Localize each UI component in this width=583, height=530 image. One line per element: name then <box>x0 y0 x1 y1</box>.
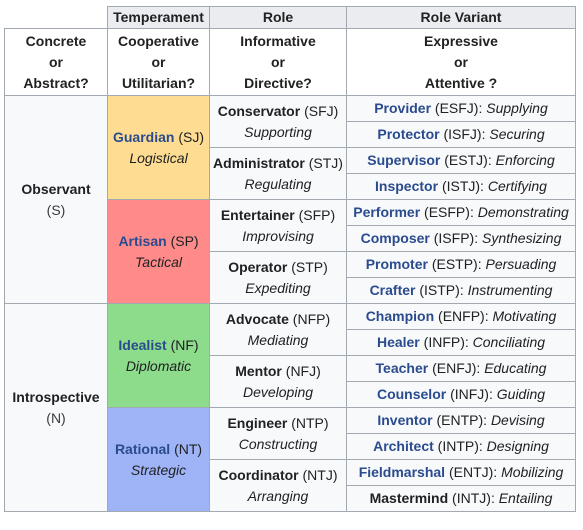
variant-link[interactable]: Supervisor <box>367 152 441 168</box>
corner-cell <box>4 6 108 29</box>
variant-link[interactable]: Mastermind <box>369 490 449 506</box>
variant-crafter: Crafter (ISTP): Instrumenting <box>346 277 576 304</box>
variant-link[interactable]: Inventor <box>377 412 433 428</box>
temperament-guardian: Guardian (SJ) Logistical <box>107 95 210 200</box>
criteria-row: Concrete or Abstract? Cooperative or Uti… <box>4 28 576 96</box>
table-row: Mastermind (INTJ): Entailing <box>5 485 576 512</box>
table-row: Architect (INTP): Designing <box>5 433 576 460</box>
variant-link[interactable]: Provider <box>374 100 432 116</box>
variant-champion: Champion (ENFP): Motivating <box>346 303 576 330</box>
variant-performer: Performer (ESFP): Demonstrating <box>346 199 576 226</box>
table-row: Coordinator (NTJ) Arranging Fieldmarshal… <box>5 459 576 512</box>
variant-healer: Healer (INFP): Conciliating <box>346 329 576 356</box>
criteria-informative-directive: Informative or Directive? <box>209 28 347 96</box>
variant-link[interactable]: Counselor <box>376 386 447 402</box>
table-row: Administrator (STJ) Regulating Superviso… <box>5 147 576 200</box>
variant-composer: Composer (ISFP): Synthesizing <box>346 225 576 252</box>
table-row: Counselor (INFJ): Guiding <box>5 381 576 408</box>
variant-counselor: Counselor (INFJ): Guiding <box>346 381 576 408</box>
temperament-link[interactable]: Rational <box>114 440 171 457</box>
variant-promoter: Promoter (ESTP): Persuading <box>346 251 576 278</box>
variant-link[interactable]: Teacher <box>375 360 429 376</box>
variant-fieldmarshal: Fieldmarshal (ENTJ): Mobilizing <box>346 459 576 486</box>
temperament-idealist: Idealist (NF) Diplomatic <box>107 303 210 408</box>
table-row: Healer (INFP): Conciliating <box>5 329 576 356</box>
criteria-concrete-abstract: Concrete or Abstract? <box>4 28 108 96</box>
group-introspective: Introspective (N) <box>4 303 108 512</box>
variant-link[interactable]: Inspector <box>375 178 439 194</box>
variant-inspector: Inspector (ISTJ): Certifying <box>346 173 576 200</box>
table-row: Artisan (SP) Tactical Entertainer (SFP) … <box>5 199 576 304</box>
header-row: Temperament Role Role Variant <box>4 6 576 29</box>
role-engineer: Engineer (NTP) Constructing <box>209 407 347 460</box>
variant-architect: Architect (INTP): Designing <box>346 433 576 460</box>
temperament-artisan: Artisan (SP) Tactical <box>107 199 210 304</box>
variant-link[interactable]: Promoter <box>365 256 428 272</box>
temperament-table: Temperament Role Role Variant Concrete o… <box>4 6 576 512</box>
role-advocate: Advocate (NFP) Mediating <box>209 303 347 356</box>
variant-link[interactable]: Architect <box>373 438 434 454</box>
table-row: Inspector (ISTJ): Certifying <box>5 173 576 200</box>
role-entertainer: Entertainer (SFP) Improvising <box>209 199 347 252</box>
role-mentor: Mentor (NFJ) Developing <box>209 355 347 408</box>
role-operator: Operator (STP) Expediting <box>209 251 347 304</box>
variant-inventor: Inventor (ENTP): Devising <box>346 407 576 434</box>
temperament-link[interactable]: Artisan <box>118 232 167 249</box>
variant-provider: Provider (ESFJ): Supplying <box>346 95 576 122</box>
variant-mastermind: Mastermind (INTJ): Entailing <box>346 485 576 512</box>
variant-link[interactable]: Protector <box>377 126 440 142</box>
role-conservator: Conservator (SFJ) Supporting <box>209 95 347 148</box>
header-temperament: Temperament <box>107 6 210 29</box>
table-row: Composer (ISFP): Synthesizing <box>5 225 576 252</box>
variant-protector: Protector (ISFJ): Securing <box>346 121 576 148</box>
table-row: Operator (STP) Expediting Promoter (ESTP… <box>5 251 576 304</box>
variant-link[interactable]: Crafter <box>369 282 416 298</box>
table-row: Introspective (N) Idealist (NF) Diplomat… <box>4 303 576 512</box>
temperament-link[interactable]: Idealist <box>118 336 167 353</box>
table-row: Rational (NT) Strategic Engineer (NTP) C… <box>5 407 576 512</box>
variant-teacher: Teacher (ENFJ): Educating <box>346 355 576 382</box>
variant-link[interactable]: Champion <box>365 308 435 324</box>
role-coordinator: Coordinator (NTJ) Arranging <box>209 459 347 512</box>
temperament-link[interactable]: Guardian <box>112 128 175 145</box>
variant-supervisor: Supervisor (ESTJ): Enforcing <box>346 147 576 174</box>
temperament-rational: Rational (NT) Strategic <box>107 407 210 512</box>
header-role: Role <box>209 6 347 29</box>
criteria-cooperative-utilitarian: Cooperative or Utilitarian? <box>107 28 210 96</box>
variant-link[interactable]: Composer <box>360 230 430 246</box>
variant-link[interactable]: Fieldmarshal <box>358 464 446 480</box>
group-observant: Observant (S) <box>4 95 108 304</box>
variant-link[interactable]: Healer <box>376 334 420 350</box>
role-administrator: Administrator (STJ) Regulating <box>209 147 347 200</box>
table-row: Observant (S) Guardian (SJ) Logistical C… <box>4 95 576 304</box>
criteria-expressive-attentive: Expressive or Attentive ? <box>346 28 576 96</box>
header-role-variant: Role Variant <box>346 6 576 29</box>
variant-link[interactable]: Performer <box>353 204 421 220</box>
table-row: Protector (ISFJ): Securing <box>5 121 576 148</box>
table-row: Mentor (NFJ) Developing Teacher (ENFJ): … <box>5 355 576 408</box>
